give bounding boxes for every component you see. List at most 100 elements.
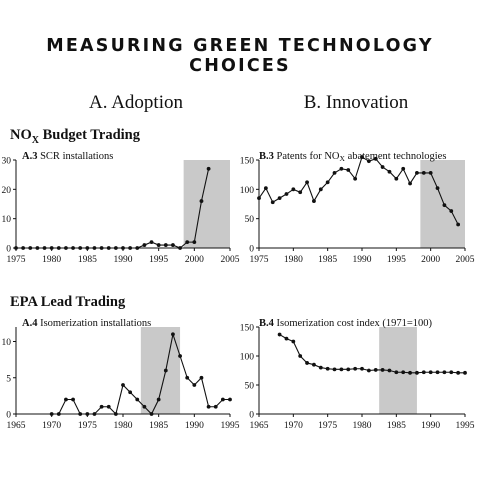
- data-point: [305, 180, 309, 185]
- x-tick-label: 1980: [114, 421, 133, 431]
- y-tick-label: 0: [249, 411, 254, 421]
- x-tick-label: 2005: [456, 255, 475, 265]
- x-tick-label: 1975: [7, 255, 26, 265]
- x-tick-label: 1990: [185, 421, 204, 431]
- data-point: [332, 367, 337, 372]
- data-point: [99, 246, 104, 250]
- data-point: [149, 412, 154, 416]
- data-point: [21, 246, 26, 250]
- data-point: [401, 370, 406, 375]
- x-tick-label: 1985: [149, 421, 168, 431]
- data-point: [14, 246, 18, 250]
- x-tick-label: 1975: [318, 421, 337, 431]
- data-point: [442, 370, 447, 375]
- data-point: [185, 375, 190, 380]
- data-point: [64, 246, 68, 250]
- data-point: [415, 370, 419, 375]
- panel-label: A.4: [22, 318, 38, 329]
- panel-title: A.3 SCR installations: [22, 151, 113, 162]
- data-point: [142, 243, 147, 247]
- data-point: [206, 166, 211, 171]
- series-line: [16, 168, 210, 249]
- data-point: [415, 171, 419, 175]
- y-tick-label: 50: [245, 382, 255, 392]
- section-heading-subscript: X: [31, 134, 39, 146]
- y-tick-label: 10: [2, 215, 12, 225]
- data-point: [428, 370, 433, 375]
- x-tick-label: 1995: [149, 255, 168, 265]
- y-tick-label: 0: [249, 245, 254, 255]
- data-point: [318, 365, 323, 370]
- panel-label: A.3: [22, 151, 37, 162]
- y-tick-label: 0: [6, 245, 11, 255]
- data-point: [128, 246, 133, 250]
- y-tick-label: 0: [6, 411, 11, 421]
- y-tick-label: 50: [245, 215, 255, 225]
- panel-title: A.4 Isomerization installations: [22, 318, 151, 329]
- panel-label: B.3: [259, 151, 274, 162]
- data-point: [360, 155, 364, 159]
- section-heading-main: NO: [10, 127, 32, 143]
- chart-a3: 1975 1980 1985 1990 1995 2000 2005 0 10 20 30 A.3 S…: [2, 151, 240, 265]
- x-tick-label: 1985: [318, 255, 337, 265]
- section-heading-tail: Budget Trading: [38, 127, 140, 143]
- x-tick-label: 1990: [114, 255, 133, 265]
- y-tick-label: 5: [6, 374, 11, 384]
- data-point: [49, 246, 54, 250]
- data-point: [325, 180, 330, 185]
- data-point: [346, 367, 351, 372]
- data-point: [199, 375, 204, 380]
- data-point: [106, 246, 111, 250]
- column-heading-innovation: B. Innovation: [303, 92, 409, 113]
- data-point: [171, 332, 175, 337]
- data-point: [408, 370, 412, 375]
- y-tick-label: 20: [2, 186, 12, 196]
- data-point: [339, 166, 344, 171]
- data-point: [113, 246, 118, 250]
- panel-title-text: Patents for NO: [274, 151, 340, 162]
- x-tick-label: 1990: [421, 421, 440, 431]
- data-point: [99, 404, 104, 409]
- panel-title-subscript: X: [340, 154, 346, 163]
- data-point: [220, 397, 225, 402]
- data-point: [435, 186, 440, 191]
- data-point: [312, 362, 316, 367]
- chart-b4: 1965 1970 1975 1980 1985 1990 1995 0 50 100 150 B.4…: [240, 318, 475, 431]
- data-point: [339, 367, 344, 372]
- data-point: [85, 246, 90, 250]
- data-point: [442, 203, 447, 208]
- data-point: [408, 181, 412, 186]
- x-tick-label: 1995: [387, 255, 406, 265]
- x-tick-label: 1980: [284, 255, 303, 265]
- section-heading-epa-lead-trading: EPA Lead Trading: [10, 294, 126, 310]
- x-tick-label: 2000: [421, 255, 440, 265]
- data-point: [373, 156, 378, 161]
- x-tick-label: 2005: [221, 255, 240, 265]
- x-tick-label: 1965: [250, 421, 269, 431]
- x-tick-label: 1980: [353, 421, 372, 431]
- data-point: [49, 412, 54, 416]
- x-tick-label: 1970: [42, 421, 61, 431]
- data-point: [346, 168, 351, 172]
- data-point: [92, 246, 97, 250]
- data-point: [135, 397, 140, 402]
- data-point: [353, 176, 358, 181]
- shaded-period: [183, 160, 230, 248]
- column-heading-adoption: A. Adoption: [89, 92, 183, 113]
- data-point: [449, 209, 454, 213]
- data-point: [178, 354, 182, 358]
- data-point: [56, 246, 61, 250]
- y-tick-label: 100: [240, 353, 255, 363]
- data-point: [121, 383, 125, 387]
- series-line: [279, 334, 465, 374]
- panel-title: B.3 Patents for NOX abatement technologi…: [259, 151, 446, 163]
- data-point: [199, 199, 204, 203]
- data-point: [277, 332, 282, 337]
- y-tick-label: 30: [2, 157, 12, 167]
- data-point: [206, 404, 211, 409]
- x-tick-label: 1975: [250, 255, 269, 265]
- shaded-period: [140, 327, 181, 414]
- data-point: [366, 159, 371, 164]
- data-point: [135, 246, 140, 250]
